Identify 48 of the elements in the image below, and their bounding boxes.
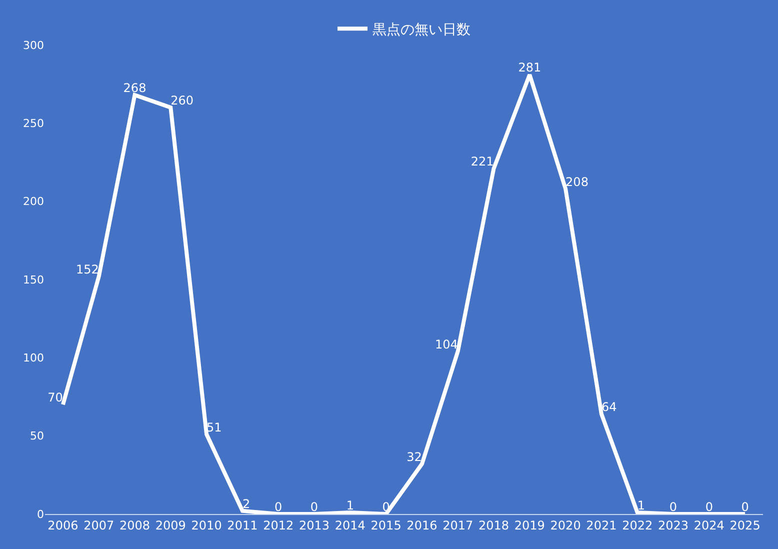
data-label: 0 bbox=[705, 500, 713, 514]
data-label: 104 bbox=[434, 337, 458, 352]
data-label: 0 bbox=[310, 500, 318, 514]
y-tick-label: 0 bbox=[37, 508, 44, 521]
x-tick-label: 2008 bbox=[119, 518, 150, 532]
data-label: 152 bbox=[76, 262, 99, 276]
legend-label: 黒点の無い日数 bbox=[372, 22, 470, 38]
line-series bbox=[60, 72, 748, 514]
x-tick-label: 2019 bbox=[514, 518, 545, 532]
x-tick-label: 2012 bbox=[263, 518, 294, 532]
x-tick-label: 2010 bbox=[191, 518, 222, 532]
x-tick-label: 2013 bbox=[298, 518, 330, 532]
data-label: 0 bbox=[741, 500, 749, 514]
data-label: 32 bbox=[406, 450, 422, 464]
x-tick-label: 2018 bbox=[478, 518, 510, 532]
x-tick-label: 2024 bbox=[694, 518, 724, 532]
data-label: 268 bbox=[123, 81, 146, 96]
y-tick-label: 50 bbox=[30, 430, 44, 443]
y-tick-label: 200 bbox=[23, 195, 44, 208]
x-tick-label: 2025 bbox=[730, 518, 760, 532]
y-tick-label: 300 bbox=[23, 38, 44, 52]
x-tick-label: 2020 bbox=[550, 518, 581, 532]
x-tick-label: 2017 bbox=[442, 518, 474, 532]
data-label: 208 bbox=[566, 174, 588, 189]
x-tick-label: 2007 bbox=[84, 518, 114, 532]
x-tick-label: 2011 bbox=[227, 518, 258, 532]
data-label: 51 bbox=[206, 420, 222, 434]
data-label: 0 bbox=[274, 500, 282, 514]
data-label: 221 bbox=[470, 154, 494, 168]
data-label: 281 bbox=[518, 60, 542, 75]
x-tick-label: 2009 bbox=[155, 518, 186, 532]
x-tick-label: 2016 bbox=[406, 518, 438, 532]
y-tick-label: 100 bbox=[23, 352, 44, 365]
y-tick-label: 250 bbox=[23, 117, 44, 130]
x-tick-label: 2014 bbox=[334, 518, 366, 532]
data-label: 260 bbox=[170, 94, 194, 108]
data-label: 0 bbox=[669, 500, 678, 514]
x-tick-label: 2006 bbox=[48, 518, 78, 532]
data-label: 2 bbox=[242, 496, 250, 511]
y-tick-label: 150 bbox=[23, 273, 44, 286]
x-tick-label: 2022 bbox=[622, 518, 653, 532]
x-tick-label: 2023 bbox=[658, 518, 689, 532]
data-label: 1 bbox=[346, 498, 354, 512]
data-label: 64 bbox=[601, 400, 617, 414]
x-tick-label: 2021 bbox=[586, 518, 617, 532]
data-label: 1 bbox=[637, 498, 645, 512]
data-label: 70 bbox=[48, 390, 63, 405]
x-tick-label: 2015 bbox=[370, 518, 402, 532]
